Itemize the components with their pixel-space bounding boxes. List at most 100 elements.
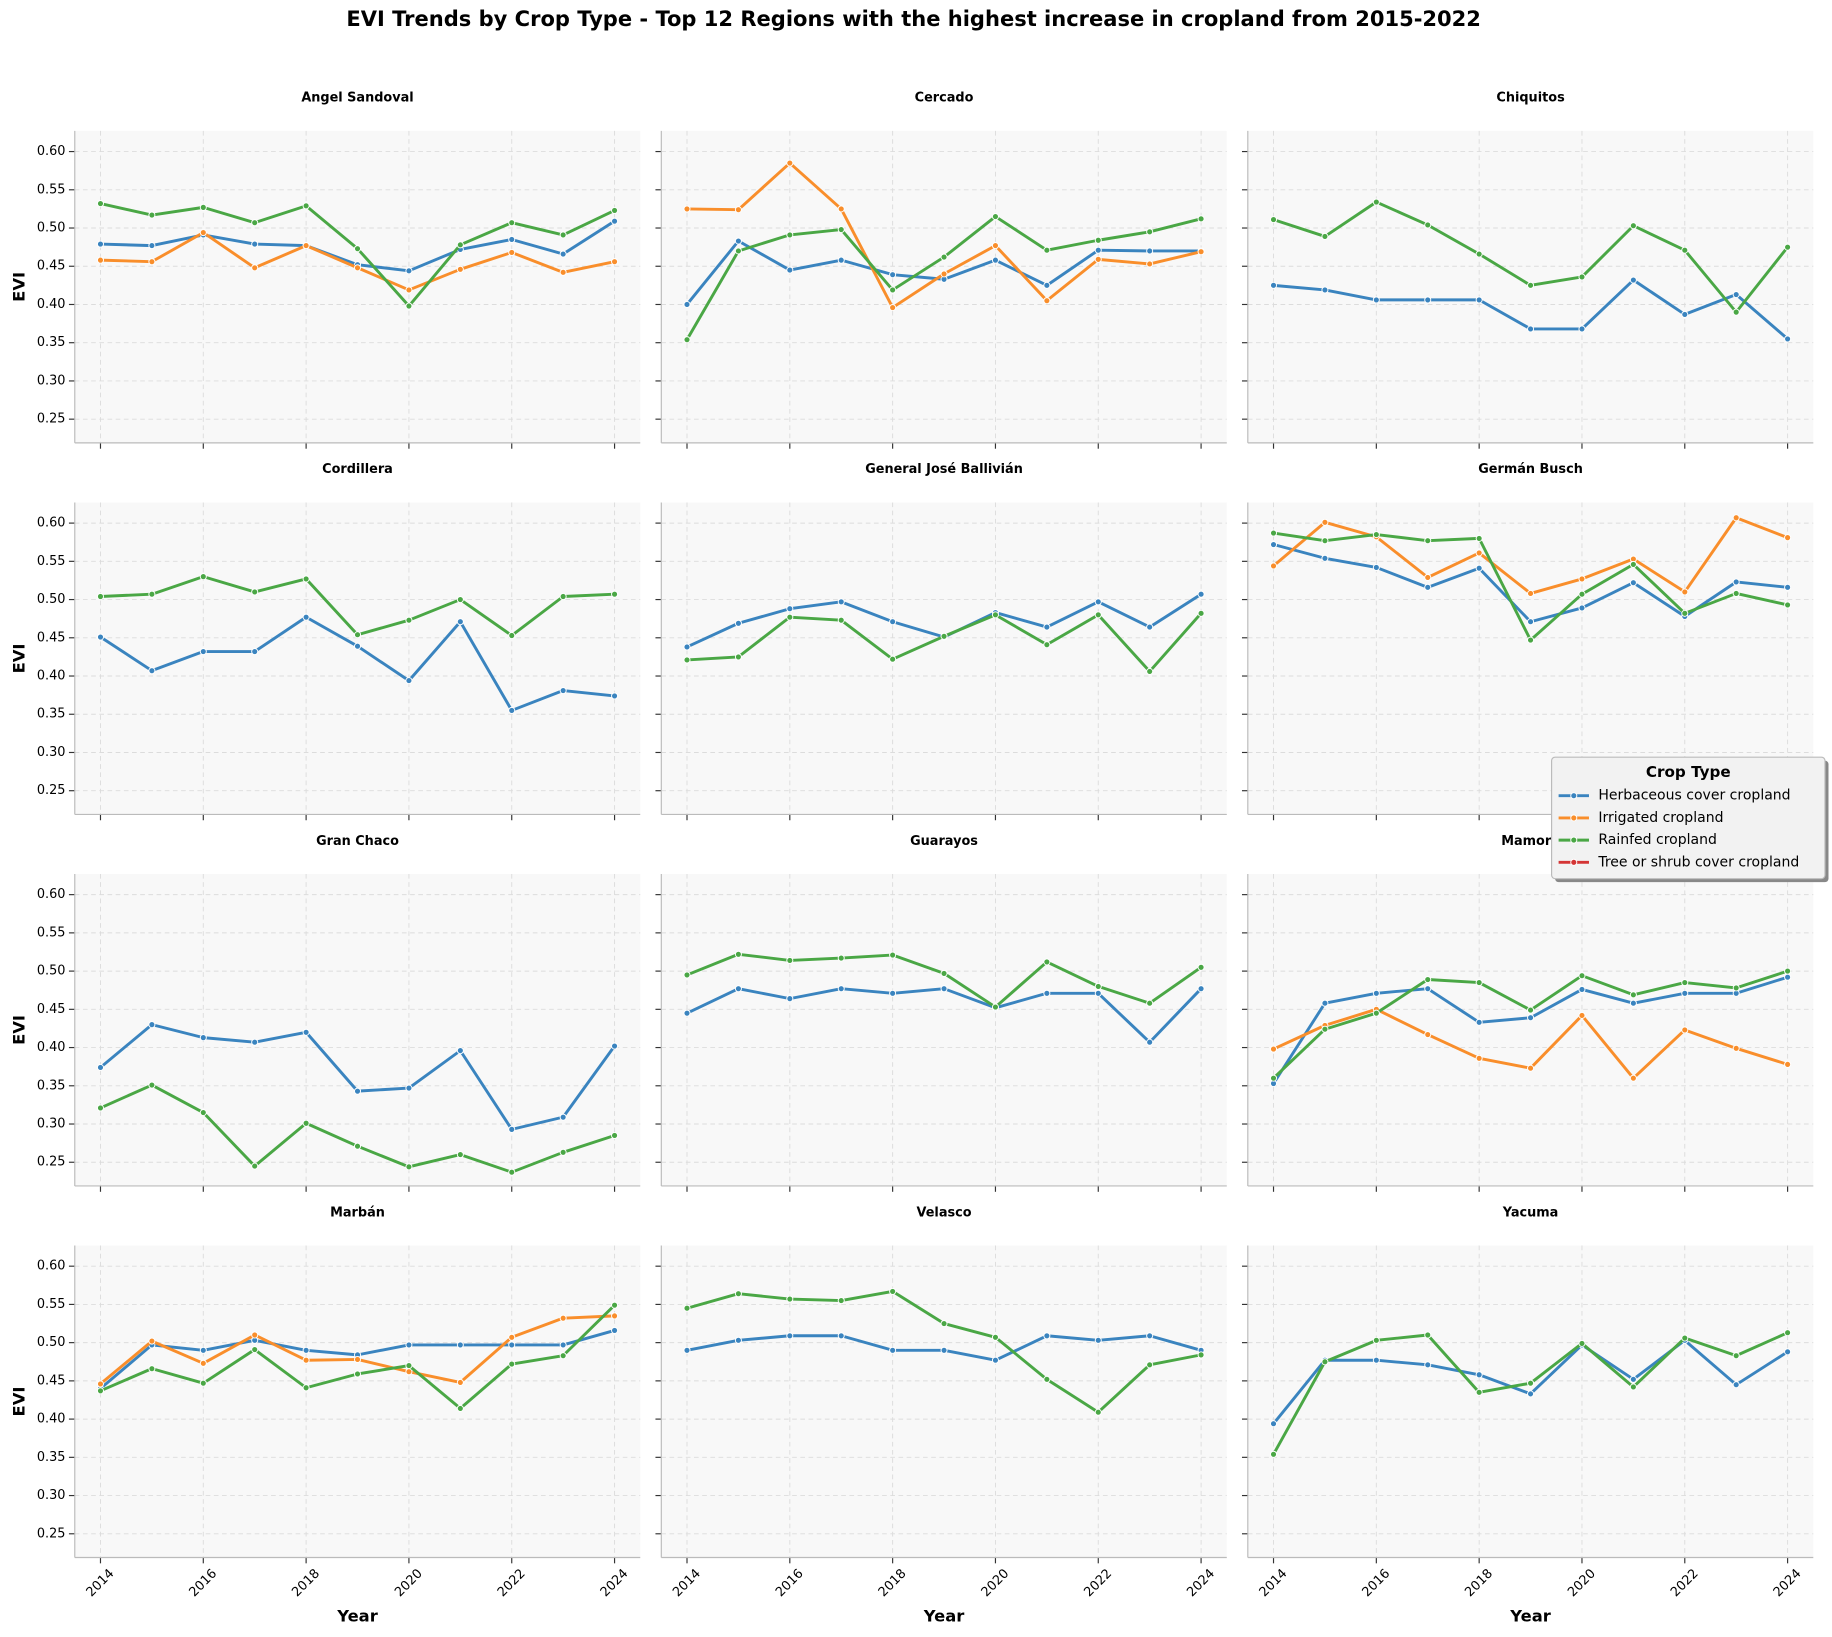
data-point [354,1087,362,1095]
data-point [991,256,999,264]
panel: 0.25 0.30 0.35 0.40 0.45 0.50 0.55 0.60 Gran Cha… [9,834,641,1192]
data-point [1681,246,1689,254]
y-tick-label: 0.55 [37,1297,66,1312]
data-point [199,1359,207,1367]
y-tick-label: 0.40 [37,1412,66,1427]
data-point [456,265,464,273]
data-point [1094,611,1102,619]
data-point [1732,589,1740,597]
data-point [940,985,948,993]
data-point [1146,667,1154,675]
data-point [559,231,567,239]
panel: Cercado [655,91,1227,449]
data-point [96,1387,104,1395]
figure-title: EVI Trends by Crop Type - Top 12 Regions… [346,6,1481,31]
data-point [1094,1336,1102,1344]
y-axis-label: EVI [9,272,28,302]
panel-title: General José Ballivián [865,462,1023,477]
data-point [199,1034,207,1042]
data-point [611,1301,619,1309]
data-point [199,648,207,656]
data-point [1681,609,1689,617]
data-point [1197,963,1205,971]
y-tick-label: 0.50 [37,964,66,979]
data-point [889,304,897,312]
data-point [1043,246,1051,254]
data-point [1043,958,1051,966]
data-point [889,286,897,294]
data-point [96,592,104,601]
data-point [405,302,413,310]
data-point [1681,310,1689,318]
data-point [837,954,845,962]
y-tick-label: 0.55 [37,554,66,569]
data-point [302,1346,310,1354]
y-tick-label: 0.25 [37,783,66,798]
legend-marker [1570,836,1578,844]
data-point [1043,297,1051,305]
data-point [1321,554,1329,562]
data-point [1732,291,1740,299]
plot-area [661,502,1227,815]
y-tick-label: 0.30 [37,373,66,388]
data-point [251,1346,259,1354]
data-point [1578,590,1586,598]
data-point [1043,623,1051,631]
data-point [559,1113,567,1121]
data-point [96,256,104,264]
data-point [1784,583,1792,591]
data-point [148,1365,156,1373]
data-point [940,1346,948,1354]
data-point [1784,534,1792,542]
data-point [456,1151,464,1159]
data-point [1578,985,1586,993]
data-point [1321,537,1329,545]
data-point [734,247,742,255]
data-point [1321,1358,1329,1366]
data-point [405,616,413,624]
data-point [405,1368,413,1376]
y-tick-label: 0.40 [37,297,66,312]
data-point [559,1341,567,1349]
data-point [302,1356,310,1364]
plot-area [74,1245,641,1558]
data-point [611,1042,619,1050]
data-point [1094,236,1102,244]
data-point [786,605,794,613]
data-point [1578,273,1586,281]
data-point [148,1021,156,1029]
data-point [1475,549,1483,557]
data-point [1527,636,1535,644]
data-point [611,1312,619,1320]
y-tick-label: 0.35 [37,1078,66,1093]
panel: Mamoré [1241,834,1814,1192]
data-point [683,656,691,664]
data-point [302,202,310,210]
data-point [889,1287,897,1295]
data-point [508,219,516,227]
data-point [1372,1356,1380,1364]
data-point [456,1404,464,1412]
data-point [786,266,794,274]
data-point [251,240,259,248]
panel: Germán Busch [1241,462,1814,821]
data-point [508,631,516,640]
data-point [1270,1450,1278,1458]
data-point [148,258,156,266]
y-tick-label: 0.40 [37,1040,66,1055]
legend-label: Rainfed cropland [1598,832,1717,848]
data-point [1321,999,1329,1007]
data-point [1372,1009,1380,1017]
data-point [1527,618,1535,626]
data-point [199,203,207,211]
data-point [1732,308,1740,316]
y-tick-label: 0.50 [37,1335,66,1350]
data-point [559,268,567,276]
data-point [1146,1332,1154,1340]
data-point [1424,985,1432,993]
data-point [1475,1054,1483,1062]
data-point [456,1378,464,1386]
legend-marker [1570,858,1578,866]
data-point [1372,198,1380,206]
